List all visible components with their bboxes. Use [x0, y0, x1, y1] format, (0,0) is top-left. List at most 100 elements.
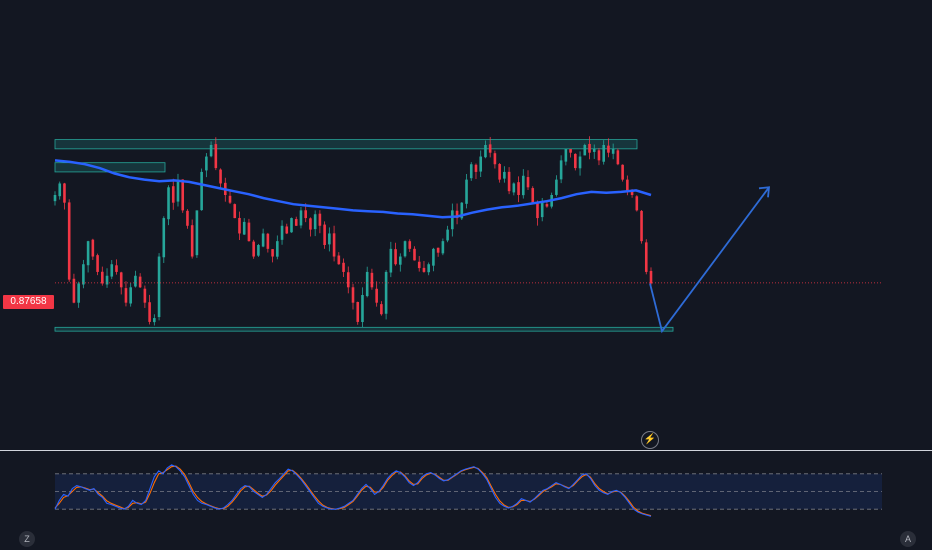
candle-body	[569, 148, 572, 153]
candle-body	[441, 241, 445, 254]
candle-body	[526, 177, 530, 188]
candle-body	[153, 318, 156, 323]
candle-body	[105, 275, 109, 285]
candle-body	[195, 210, 199, 256]
candle-body	[531, 188, 535, 203]
candle-body	[427, 264, 430, 273]
candle-body	[644, 242, 648, 272]
zone-resistance[interactable]	[54, 139, 638, 150]
candle-body	[53, 195, 57, 202]
zone-support[interactable]	[54, 326, 674, 332]
candle-body	[228, 195, 232, 203]
candle-body	[233, 204, 237, 219]
candle-body	[446, 229, 449, 241]
candle-body	[611, 148, 615, 154]
candle-body	[521, 175, 525, 196]
candle-body	[422, 267, 426, 272]
candle-body	[635, 196, 639, 211]
candle-body	[299, 210, 303, 226]
candle-body	[257, 245, 260, 256]
candle-body	[276, 241, 279, 257]
bolt-icon[interactable]: ⚡	[641, 431, 659, 449]
candle-body	[493, 153, 497, 165]
candle-body	[266, 233, 270, 249]
candle-body	[67, 202, 71, 280]
stoch-k-line	[54, 464, 652, 517]
candle-body	[134, 275, 137, 287]
candle-body	[313, 214, 317, 230]
candle-body	[247, 222, 251, 242]
candle-body	[351, 287, 355, 303]
candle-body	[559, 160, 563, 180]
candle-body	[616, 150, 620, 165]
candle-body	[252, 241, 255, 257]
candle-body	[408, 241, 412, 249]
candle-body	[238, 217, 241, 234]
candle-body	[469, 164, 473, 179]
candle-body	[162, 218, 166, 258]
candle-body	[621, 164, 624, 180]
candle-body	[242, 221, 246, 235]
candle-body	[413, 248, 416, 261]
candle-body	[219, 169, 222, 184]
candle-body	[280, 225, 284, 240]
zones-layer	[54, 139, 674, 332]
candle-body	[488, 144, 492, 153]
candle-body	[512, 183, 516, 193]
candle-body	[592, 148, 596, 152]
forecast-arrowhead	[758, 186, 771, 198]
candle-body	[304, 210, 307, 219]
candle-body	[77, 283, 80, 303]
candle-body	[143, 288, 147, 303]
candle-body	[583, 145, 587, 156]
candle-body	[294, 219, 298, 226]
candle-body	[498, 164, 501, 180]
candle-body	[186, 210, 189, 226]
candle-body	[138, 276, 142, 288]
candle-body	[380, 304, 383, 315]
candle-body	[209, 145, 213, 157]
candle-body	[399, 256, 402, 265]
candle-body	[626, 179, 629, 192]
candle-body	[384, 271, 388, 314]
candle-body	[460, 202, 464, 219]
candle-body	[630, 189, 634, 195]
candle-body	[578, 156, 582, 169]
candles-layer	[53, 136, 653, 328]
candle-body	[176, 179, 180, 202]
candle-body	[507, 171, 511, 192]
candle-body	[119, 272, 123, 288]
candle-body	[346, 272, 350, 288]
candle-body	[540, 202, 544, 218]
candle-body	[517, 182, 520, 195]
candle-body	[342, 262, 345, 272]
forecast-arrow[interactable]	[649, 186, 771, 334]
candle-body	[190, 225, 194, 257]
candle-body	[597, 150, 601, 161]
candle-body	[171, 186, 175, 203]
candle-body	[484, 145, 487, 158]
candle-body	[436, 247, 440, 253]
candle-body	[403, 241, 407, 257]
candle-body	[649, 270, 653, 284]
candle-body	[309, 218, 312, 230]
candle-body	[337, 255, 341, 265]
last-price-label: 0.87658	[3, 295, 54, 309]
candle-body	[157, 256, 161, 318]
candle-body	[82, 264, 85, 285]
candle-body	[200, 171, 203, 211]
candle-body	[124, 288, 128, 303]
candle-body	[389, 248, 393, 273]
candle-body	[271, 249, 274, 257]
right-scale-button[interactable]: A	[900, 531, 916, 547]
candle-body	[564, 148, 568, 162]
candle-body	[91, 239, 95, 257]
stoch-d-line	[54, 465, 652, 517]
candle-body	[356, 302, 360, 322]
candle-body	[328, 233, 331, 245]
candle-body	[365, 271, 369, 297]
candle-body	[536, 203, 539, 219]
candle-body	[332, 233, 336, 257]
left-scale-button[interactable]: Z	[19, 531, 35, 547]
